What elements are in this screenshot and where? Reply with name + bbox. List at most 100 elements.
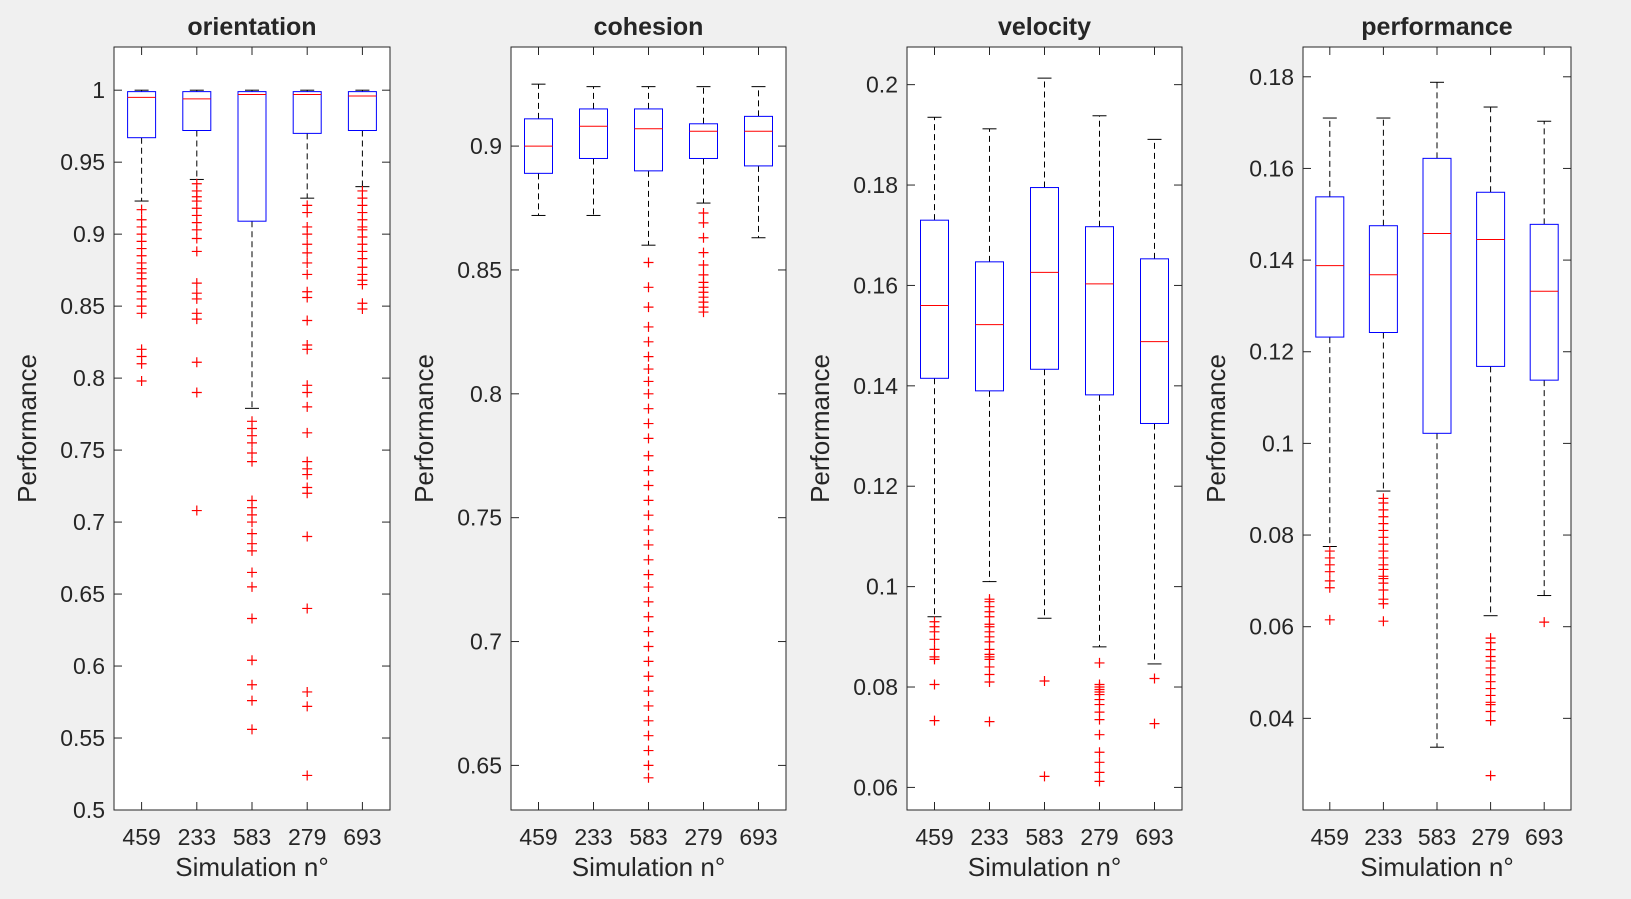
outlier-marker	[643, 772, 654, 783]
outlier-marker	[136, 358, 147, 369]
x-tick-label: 459	[122, 824, 160, 850]
iqr-box	[1085, 226, 1114, 396]
y-tick-label: 0.65	[457, 752, 502, 778]
box-459	[1315, 117, 1345, 625]
outlier-marker	[302, 469, 313, 480]
box-459	[127, 89, 157, 386]
outlier-marker	[698, 260, 709, 270]
iqr-box	[689, 123, 718, 159]
y-tick-label: 0.5	[73, 797, 105, 823]
outlier-marker	[1485, 715, 1496, 726]
y-tick-label: 0.08	[853, 674, 898, 700]
outlier-marker	[302, 207, 313, 218]
outlier-marker	[1039, 675, 1050, 686]
y-tick-label: 0.06	[1249, 614, 1294, 640]
y-tick-label: 0.16	[853, 272, 898, 298]
x-tick-label: 693	[739, 824, 777, 850]
x-tick-label: 279	[684, 824, 722, 850]
y-tick-label: 0.12	[1249, 339, 1294, 365]
outlier-marker	[302, 427, 313, 438]
x-tick-label: 583	[1418, 824, 1456, 850]
outlier-marker	[643, 351, 654, 362]
outlier-marker	[247, 447, 257, 458]
y-tick-label: 0.06	[853, 774, 898, 800]
x-tick-label: 583	[233, 824, 271, 850]
y-tick-label: 0.7	[470, 629, 502, 655]
y-axis-label: Performance	[409, 354, 439, 503]
subplot-performance: 0.04 0.06 0.08 0.1 0.12 0.14 0.16 0.18 459 233 583…	[1201, 13, 1572, 882]
outlier-marker	[643, 656, 654, 667]
outlier-marker	[191, 314, 202, 325]
x-tick-label: 583	[629, 824, 667, 850]
y-tick-label: 0.8	[73, 365, 105, 391]
y-tick-label: 0.85	[60, 293, 105, 319]
subplot-title: performance	[1361, 13, 1513, 41]
y-tick-label: 0.04	[1249, 705, 1294, 731]
outlier-marker	[1324, 614, 1335, 625]
outlier-marker	[302, 401, 313, 412]
outlier-marker	[247, 567, 257, 578]
y-tick-label: 0.12	[853, 473, 898, 499]
iqr-box	[579, 108, 608, 159]
y-tick-label: 0.9	[470, 133, 502, 159]
y-tick-label: 0.7	[73, 509, 105, 535]
outlier-marker	[698, 232, 709, 243]
outlier-marker	[698, 247, 709, 258]
outlier-marker	[191, 505, 202, 516]
iqr-box	[347, 91, 377, 131]
y-tick-label: 0.14	[853, 373, 898, 399]
subplot-cohesion: 0.65 0.7 0.75 0.8 0.85 0.9 459 233 583 279 693 cohe…	[409, 13, 787, 882]
outlier-marker	[698, 207, 709, 218]
outlier-marker	[643, 730, 654, 741]
x-axis-label: Simulation n°	[968, 852, 1121, 882]
outlier-marker	[643, 388, 654, 399]
x-tick-label: 583	[1025, 824, 1063, 850]
subplot-title: cohesion	[594, 13, 704, 41]
box-233	[975, 128, 1004, 727]
outlier-marker	[357, 304, 368, 315]
outlier-marker	[1378, 598, 1389, 609]
outlier-marker	[643, 671, 654, 682]
outlier-marker	[643, 686, 654, 697]
outlier-marker	[1094, 757, 1105, 768]
outlier-marker	[929, 715, 940, 726]
y-tick-label: 0.85	[457, 257, 502, 283]
y-tick-label: 0.65	[60, 581, 105, 607]
x-axis-label: Simulation n°	[1360, 852, 1513, 882]
outlier-marker	[302, 603, 313, 614]
outlier-marker	[1094, 776, 1105, 787]
outlier-marker	[643, 465, 654, 476]
outlier-marker	[136, 308, 147, 319]
box-583	[1030, 77, 1059, 782]
outlier-marker	[1378, 585, 1389, 596]
y-tick-label: 1	[92, 77, 105, 103]
y-axis-label: Performance	[805, 354, 835, 503]
outlier-marker	[643, 257, 654, 268]
outlier-marker	[643, 450, 654, 461]
x-tick-label: 279	[288, 824, 326, 850]
y-tick-label: 0.14	[1249, 247, 1294, 273]
outlier-marker	[643, 495, 654, 506]
outlier-marker	[929, 679, 940, 690]
y-tick-label: 0.8	[470, 381, 502, 407]
x-tick-label: 459	[519, 824, 557, 850]
outlier-marker	[643, 302, 654, 313]
outlier-marker	[1149, 673, 1160, 684]
x-tick-label: 459	[1311, 824, 1349, 850]
x-tick-label: 233	[1364, 824, 1402, 850]
iqr-box	[1529, 223, 1559, 381]
outlier-marker	[643, 569, 654, 580]
outlier-marker	[247, 695, 257, 706]
outlier-marker	[643, 554, 654, 565]
y-tick-label: 0.9	[73, 221, 105, 247]
y-tick-label: 0.75	[457, 505, 502, 531]
outlier-marker	[643, 626, 654, 637]
x-tick-label: 693	[1135, 824, 1173, 850]
outlier-marker	[1039, 771, 1050, 782]
y-tick-label: 0.18	[853, 172, 898, 198]
outlier-marker	[357, 279, 368, 290]
outlier-marker	[247, 679, 257, 690]
outlier-marker	[302, 315, 313, 326]
y-tick-label: 0.55	[60, 725, 105, 751]
box-233	[182, 89, 212, 516]
